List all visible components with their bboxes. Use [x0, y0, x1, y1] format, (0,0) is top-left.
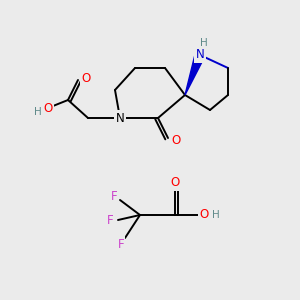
- Text: O: O: [81, 71, 91, 85]
- Text: F: F: [107, 214, 113, 226]
- Text: N: N: [196, 49, 204, 62]
- Text: O: O: [44, 101, 52, 115]
- Text: O: O: [171, 134, 181, 146]
- Text: O: O: [200, 208, 208, 221]
- Text: H: H: [200, 38, 208, 48]
- Polygon shape: [185, 53, 205, 95]
- Text: O: O: [170, 176, 180, 190]
- Text: N: N: [116, 112, 124, 124]
- Text: F: F: [111, 190, 117, 202]
- Text: H: H: [212, 210, 220, 220]
- Text: H: H: [34, 107, 42, 117]
- Text: F: F: [118, 238, 124, 250]
